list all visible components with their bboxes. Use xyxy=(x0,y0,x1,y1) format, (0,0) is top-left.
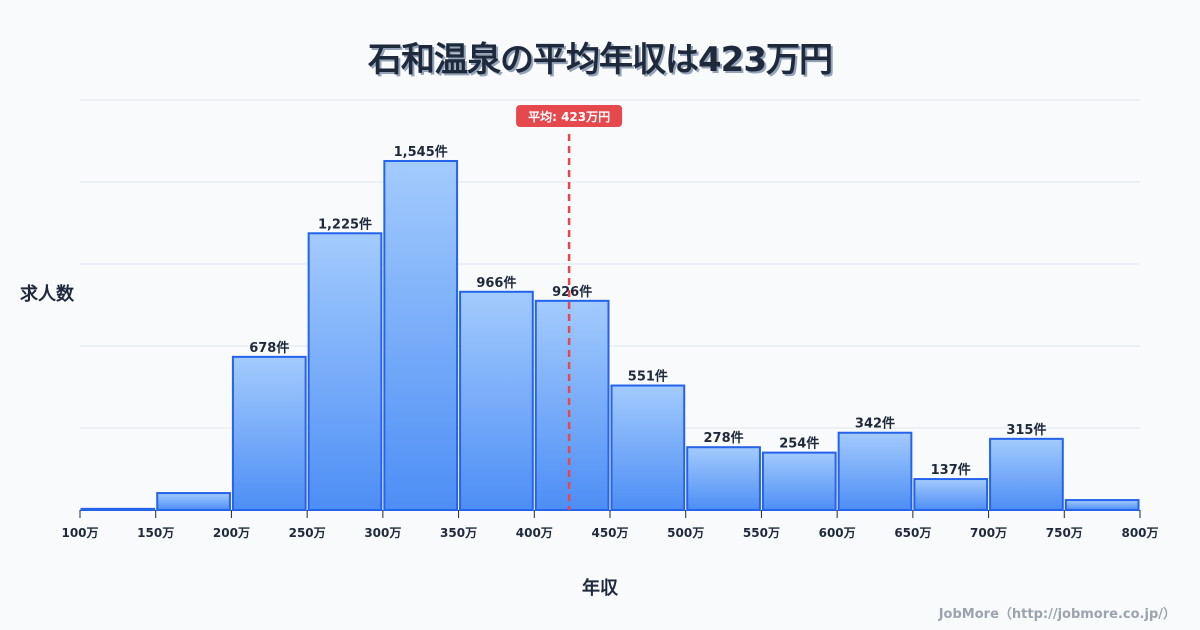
x-tick-label: 100万 xyxy=(61,526,98,540)
x-tick-label: 800万 xyxy=(1121,526,1158,540)
bar-value-label: 315件 xyxy=(1006,422,1046,438)
histogram-bar[interactable] xyxy=(231,355,307,512)
bar-value-label: 137件 xyxy=(931,462,971,478)
histogram-bar[interactable] xyxy=(913,478,989,511)
bar-value-label: 551件 xyxy=(628,369,668,385)
chart-title: 石和温泉の平均年収は423万円 xyxy=(368,40,833,80)
x-tick-label: 450万 xyxy=(591,526,628,540)
x-tick-label: 650万 xyxy=(894,526,931,540)
histogram-bar[interactable] xyxy=(534,299,610,511)
histogram-bar[interactable] xyxy=(383,159,459,511)
histogram-bar[interactable] xyxy=(80,507,156,511)
y-axis-label: 求人数 xyxy=(20,284,74,305)
x-tick-label: 550万 xyxy=(743,526,780,540)
x-tick-label: 350万 xyxy=(440,526,477,540)
average-marker: 平均: 423万円 xyxy=(516,105,623,510)
x-tick-label: 150万 xyxy=(137,526,174,540)
average-badge xyxy=(516,105,623,127)
histogram-bar[interactable] xyxy=(156,492,231,512)
histogram-bar[interactable] xyxy=(837,431,913,511)
histogram-bar[interactable] xyxy=(459,290,534,511)
x-tick-label: 400万 xyxy=(516,526,553,540)
x-tick-label: 200万 xyxy=(213,526,250,540)
average-badge-text: 平均: 423万円 xyxy=(528,109,610,124)
bar-value-label: 1,545件 xyxy=(394,144,448,160)
bar-value-label: 342件 xyxy=(855,416,895,432)
x-tick-label: 750万 xyxy=(1046,526,1083,540)
histogram-bar[interactable] xyxy=(761,451,837,511)
histogram-bar[interactable] xyxy=(610,384,686,511)
bar-value-label: 278件 xyxy=(704,430,744,446)
x-tick-label: 500万 xyxy=(667,526,704,540)
bar-value-label: 678件 xyxy=(249,340,289,356)
histogram-bar[interactable] xyxy=(686,446,761,512)
x-tick-label: 300万 xyxy=(364,526,401,540)
bars: 678件 1,225件 1,545件 966件 926件 551件 278件 254件 342件… xyxy=(80,144,1140,512)
x-tick-label: 250万 xyxy=(289,526,326,540)
bar-value-label: 1,225件 xyxy=(318,216,372,232)
histogram-bar[interactable] xyxy=(307,232,383,512)
bar-value-label: 254件 xyxy=(779,436,819,452)
bar-value-label: 966件 xyxy=(476,275,516,291)
x-axis-label: 年収 xyxy=(582,578,618,599)
credit-text: JobMore（http://jobmore.co.jp/） xyxy=(938,607,1176,622)
x-tick-label: 600万 xyxy=(819,526,856,540)
x-axis-ticks: 100万 150万 200万 250万 300万 350万 400万 450万 500万 550万… xyxy=(61,510,1159,540)
x-tick-label: 700万 xyxy=(970,526,1007,540)
histogram-bar[interactable] xyxy=(989,437,1064,512)
bar-value-label: 926件 xyxy=(552,284,592,300)
histogram-bar[interactable] xyxy=(1064,499,1140,512)
